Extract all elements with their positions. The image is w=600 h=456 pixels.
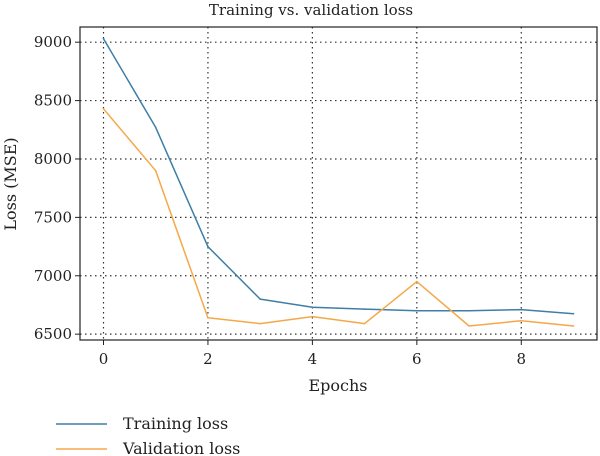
x-tick-label: 4 — [308, 350, 318, 368]
data-point — [572, 312, 575, 315]
data-point — [468, 325, 470, 327]
series-layer — [102, 37, 575, 327]
x-tick-label: 2 — [203, 350, 213, 368]
x-axis-label: Epochs — [308, 376, 367, 395]
data-point — [416, 280, 418, 283]
plot-area-frame — [79, 26, 598, 341]
data-point — [520, 319, 523, 322]
data-point — [207, 317, 209, 319]
grid-lines — [80, 27, 597, 340]
data-point — [154, 126, 157, 129]
data-point — [259, 298, 261, 300]
data-point — [363, 322, 366, 325]
x-axis: 0 2 4 6 8 — [99, 340, 526, 368]
data-point — [363, 308, 366, 310]
legend: Training loss Validation loss — [56, 414, 240, 456]
data-point — [468, 310, 470, 312]
data-point — [259, 322, 261, 325]
data-point — [416, 310, 418, 312]
legend-item: Validation loss — [56, 439, 240, 456]
data-point — [520, 308, 523, 311]
data-point — [572, 325, 575, 327]
data-point — [102, 107, 105, 110]
series-1 — [102, 37, 575, 315]
legend-label: Training loss — [123, 414, 228, 433]
data-point — [154, 169, 157, 172]
y-tick-label: 8500 — [34, 92, 72, 110]
data-point — [207, 245, 209, 248]
legend-item: Training loss — [56, 414, 228, 433]
data-point — [102, 37, 105, 40]
data-point — [311, 306, 314, 309]
y-tick-label: 7500 — [34, 208, 72, 226]
data-point — [311, 315, 314, 318]
legend-label: Validation loss — [122, 439, 240, 456]
x-tick-label: 6 — [412, 350, 422, 368]
series-2 — [102, 107, 575, 327]
y-tick-label: 6500 — [34, 325, 72, 343]
series-line — [102, 108, 574, 327]
y-tick-label: 9000 — [34, 33, 72, 51]
y-axis-label: Loss (MSE) — [1, 137, 20, 230]
x-tick-label: 0 — [99, 350, 109, 368]
series-line — [102, 38, 574, 315]
chart-title: Training vs. validation loss — [209, 1, 413, 19]
y-tick-label: 8000 — [34, 150, 72, 168]
y-axis: 6500 7000 7500 8000 8500 9000 — [34, 33, 80, 343]
x-tick-label: 8 — [517, 350, 527, 368]
y-tick-label: 7000 — [34, 267, 72, 285]
